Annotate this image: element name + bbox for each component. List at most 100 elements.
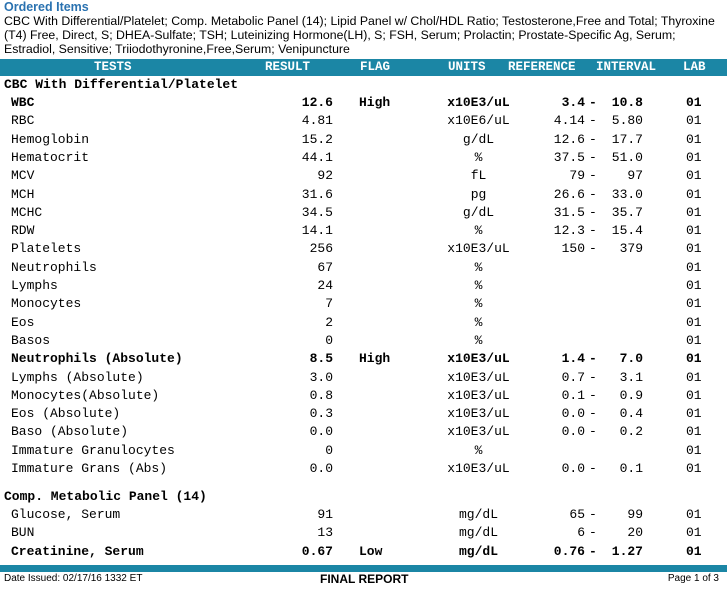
header-units: UNITS [448, 60, 486, 74]
test-name: Neutrophils (Absolute) [11, 351, 183, 366]
reference-low: 150 [562, 241, 585, 256]
result-value: 67 [317, 260, 333, 275]
lab-code: 01 [686, 315, 702, 330]
reference-high: 35.7 [612, 205, 643, 220]
result-value: 2 [325, 315, 333, 330]
lab-code: 01 [686, 351, 702, 366]
reference-dash: - [589, 388, 597, 403]
reference-high: 5.80 [612, 113, 643, 128]
reference-dash: - [589, 187, 597, 202]
test-name: Platelets [11, 241, 81, 256]
table-row: RDW 14.1% 12.3-15.4 01 [0, 223, 727, 241]
lab-code: 01 [686, 187, 702, 202]
result-value: 0.0 [310, 461, 333, 476]
units-value: % [441, 315, 516, 330]
test-name: Baso (Absolute) [11, 424, 128, 439]
lab-code: 01 [686, 241, 702, 256]
result-value: 0 [325, 333, 333, 348]
lab-code: 01 [686, 95, 702, 110]
result-value: 13 [317, 525, 333, 540]
table-row: WBC 12.6 High x10E3/uL 3.4-10.8 01 [0, 95, 727, 113]
flag-value: High [359, 351, 390, 366]
table-row: Eos (Absolute) 0.3 x10E3/uL 0.0- 0.4 01 [0, 406, 727, 424]
result-value: 7 [325, 296, 333, 311]
reference-dash: - [589, 424, 597, 439]
lab-code: 01 [686, 223, 702, 238]
date-issued: Date Issued: 02/17/16 1332 ET [4, 573, 142, 584]
test-name: Monocytes(Absolute) [11, 388, 159, 403]
page-number: Page 1 of 3 [668, 573, 719, 584]
reference-low: 0.0 [562, 424, 585, 439]
header-result: RESULT [265, 60, 310, 74]
reference-dash: - [589, 168, 597, 183]
reference-low: 79 [569, 168, 585, 183]
lab-code: 01 [686, 205, 702, 220]
result-value: 0.67 [302, 544, 333, 559]
reference-high: 33.0 [612, 187, 643, 202]
ordered-items-list: CBC With Differential/Platelet; Comp. Me… [4, 14, 722, 57]
lab-code: 01 [686, 150, 702, 165]
header-reference: REFERENCE [508, 60, 576, 74]
table-row: Hematocrit 44.1% 37.5-51.0 01 [0, 150, 727, 168]
flag-value: Low [359, 544, 382, 559]
lab-code: 01 [686, 260, 702, 275]
reference-high: 10.8 [612, 95, 643, 110]
result-value: 0.8 [310, 388, 333, 403]
result-value: 31.6 [302, 187, 333, 202]
table-row: Immature Granulocytes 0% 01 [0, 443, 727, 461]
reference-dash: - [589, 507, 597, 522]
result-value: 14.1 [302, 223, 333, 238]
lab-code: 01 [686, 525, 702, 540]
reference-dash: - [589, 544, 597, 559]
table-row: Creatinine, Serum 0.67 Low mg/dL 0.76-1.27 01 [0, 544, 727, 562]
units-value: % [441, 260, 516, 275]
table-row: Neutrophils (Absolute) 8.5 High x10E3/uL 1.4… [0, 351, 727, 369]
result-value: 0 [325, 443, 333, 458]
reference-high: 0.9 [620, 388, 643, 403]
result-value: 34.5 [302, 205, 333, 220]
reference-high: 15.4 [612, 223, 643, 238]
table-row: Neutrophils 67% 01 [0, 260, 727, 278]
reference-high: 99 [627, 507, 643, 522]
results-table-header: TESTS RESULT FLAG UNITS REFERENCE INTERV… [0, 59, 727, 76]
test-name: WBC [11, 95, 34, 110]
reference-high: 3.1 [620, 370, 643, 385]
result-value: 91 [317, 507, 333, 522]
test-name: MCH [11, 187, 34, 202]
test-name: Immature Granulocytes [11, 443, 175, 458]
result-value: 8.5 [310, 351, 333, 366]
header-tests: TESTS [94, 60, 132, 74]
units-value: % [441, 296, 516, 311]
reference-high: 51.0 [612, 150, 643, 165]
reference-dash: - [589, 461, 597, 476]
table-row: Lymphs 24% 01 [0, 278, 727, 296]
table-row: Baso (Absolute) 0.0 x10E3/uL 0.0-0.2 01 [0, 424, 727, 442]
lab-code: 01 [686, 507, 702, 522]
lab-code: 01 [686, 132, 702, 147]
result-value: 0.3 [310, 406, 333, 421]
reference-low: 0.7 [562, 370, 585, 385]
result-value: 15.2 [302, 132, 333, 147]
footer-bar [0, 565, 727, 572]
reference-high: 97 [627, 168, 643, 183]
units-value: mg/dL [441, 525, 516, 540]
result-value: 256 [310, 241, 333, 256]
result-value: 4.81 [302, 113, 333, 128]
test-name: RBC [11, 113, 34, 128]
reference-dash: - [589, 406, 597, 421]
reference-dash: - [589, 113, 597, 128]
units-value: x10E3/uL [441, 351, 516, 366]
test-name: Creatinine, Serum [11, 544, 144, 559]
lab-code: 01 [686, 443, 702, 458]
reference-low: 37.5 [554, 150, 585, 165]
ordered-items-title: Ordered Items [4, 0, 89, 14]
lab-code: 01 [686, 333, 702, 348]
lab-code: 01 [686, 113, 702, 128]
test-name: MCV [11, 168, 34, 183]
units-value: x10E3/uL [441, 461, 516, 476]
reference-dash: - [589, 132, 597, 147]
reference-low: 12.3 [554, 223, 585, 238]
test-name: MCHC [11, 205, 42, 220]
table-row: MCV 92 fL 79- 97 01 [0, 168, 727, 186]
lab-code: 01 [686, 406, 702, 421]
